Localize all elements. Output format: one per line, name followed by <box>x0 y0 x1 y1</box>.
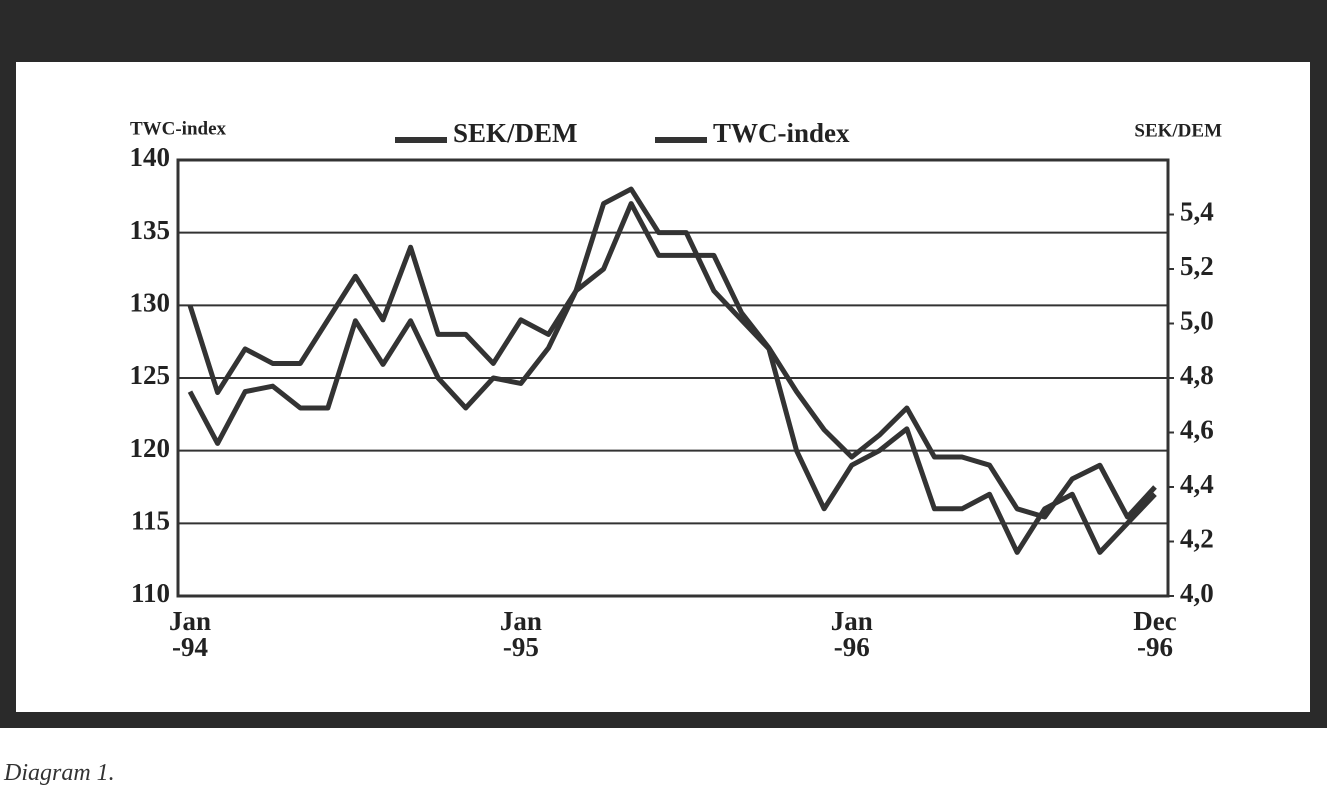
y2-tick-label: 4,0 <box>1180 578 1214 608</box>
y-tick-label: 110 <box>131 578 170 608</box>
x-tick-label: Jan -94 <box>168 606 212 662</box>
series-line <box>187 201 1157 520</box>
y2-tick-label: 4,2 <box>1180 524 1214 554</box>
y-tick-label: 135 <box>130 215 171 245</box>
x-tick-label: Jan -96 <box>830 606 873 662</box>
y-tick-label: 130 <box>130 288 171 318</box>
y-axis-label: TWC-index <box>130 118 227 139</box>
x-tick-label: Jan -95 <box>499 606 542 662</box>
y2-tick-label: 5,4 <box>1180 197 1214 227</box>
y-tick-label: 125 <box>130 360 171 390</box>
series-line <box>187 186 1157 555</box>
y-tick-label: 120 <box>130 433 171 463</box>
y-tick-label: 115 <box>131 506 170 536</box>
y-tick-label: 140 <box>130 142 171 172</box>
y2-tick-label: 4,8 <box>1180 360 1214 390</box>
legend-label: TWC-index <box>713 118 850 148</box>
y2-tick-label: 4,6 <box>1180 415 1214 445</box>
y2-tick-label: 4,4 <box>1180 469 1214 499</box>
y2-tick-label: 5,2 <box>1180 251 1214 281</box>
y2-tick-label: 5,0 <box>1180 306 1214 336</box>
panel <box>16 62 1310 712</box>
legend-label: SEK/DEM <box>453 118 578 148</box>
caption: Diagram 1. <box>4 760 115 786</box>
x-tick-label: Dec -96 <box>1133 606 1177 662</box>
y2-axis-label: SEK/DEM <box>1134 120 1222 141</box>
